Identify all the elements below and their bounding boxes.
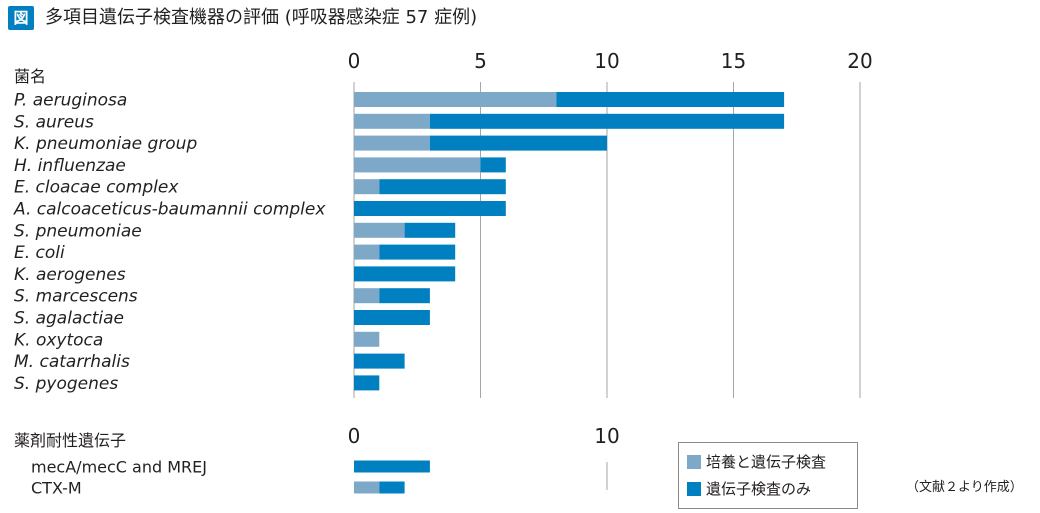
bar-segment (379, 481, 405, 494)
x-tick-label: 15 (721, 49, 746, 73)
figure-label: 図 (8, 6, 34, 30)
category-label: K. pneumoniae group (14, 134, 197, 154)
bar-segment (429, 113, 785, 129)
legend-swatch-culture-and-genetic (687, 455, 701, 469)
bar-segment (354, 481, 380, 494)
bar-segment (354, 310, 430, 325)
category-label: S. marcescens (14, 287, 138, 307)
bar-segment (354, 460, 430, 473)
x-tick-label: 20 (847, 49, 872, 73)
category-label: mecA/mecC and MREJ (31, 458, 207, 477)
category-label: E. cloacae complex (14, 178, 179, 198)
category-label: K. oxytoca (14, 330, 103, 350)
bar-segment (354, 157, 481, 173)
x-tick-label: 5 (474, 49, 487, 73)
bar-segment (379, 179, 506, 195)
bar-segment (354, 92, 557, 107)
category-label: S. pyogenes (14, 374, 118, 394)
bar-segment (354, 222, 405, 238)
bar-segment (404, 222, 456, 238)
bar-segment (480, 157, 506, 173)
category-label: P. aeruginosa (14, 91, 127, 111)
legend: 培養と遺伝子検査 遺伝子検査のみ (678, 442, 858, 509)
bar-segment (354, 288, 380, 304)
x-tick-label: 10 (594, 49, 619, 73)
figure-title: 多項目遺伝子検査機器の評価 (呼吸器感染症 57 症例) (45, 7, 478, 28)
category-label: S. agalactiae (14, 309, 124, 329)
legend-item-genetic-only: 遺伝子検査のみ (687, 478, 811, 500)
category-label: E. coli (14, 243, 65, 263)
category-label: A. calcoaceticus-baumannii complex (13, 200, 326, 220)
bar-segment (354, 113, 430, 129)
bar-segment (354, 331, 380, 347)
category-label: S. pneumoniae (14, 221, 142, 241)
category-label: M. catarrhalis (14, 352, 130, 372)
bar-segment (354, 135, 430, 151)
category-header: 薬剤耐性遺伝子 (14, 431, 126, 450)
source-note: （文献２より作成） (906, 480, 1023, 495)
category-label: H. influenzae (14, 156, 126, 176)
x-tick-label: 0 (348, 424, 361, 448)
legend-label-culture-and-genetic: 培養と遺伝子検査 (706, 453, 827, 471)
x-tick-label: 10 (594, 424, 619, 448)
legend-label-genetic-only: 遺伝子検査のみ (706, 480, 812, 498)
category-label: K. aerogenes (14, 265, 126, 285)
bar-segment (354, 201, 506, 216)
category-header: 菌名 (14, 67, 46, 86)
bar-segment (556, 92, 785, 107)
bar-segment (379, 244, 456, 260)
legend-item-culture-and-genetic: 培養と遺伝子検査 (687, 451, 826, 473)
bar-segment (354, 375, 380, 391)
x-tick-label: 0 (348, 49, 361, 73)
category-label: CTX-M (31, 479, 82, 498)
category-label: S. aureus (14, 112, 94, 132)
bar-segment (354, 244, 380, 260)
bar-segment (354, 266, 456, 282)
legend-swatch-genetic-only (687, 482, 701, 496)
bar-segment (379, 288, 430, 304)
bar-segment (429, 135, 607, 151)
bar-segment (354, 179, 380, 195)
bar-segment (354, 353, 405, 369)
